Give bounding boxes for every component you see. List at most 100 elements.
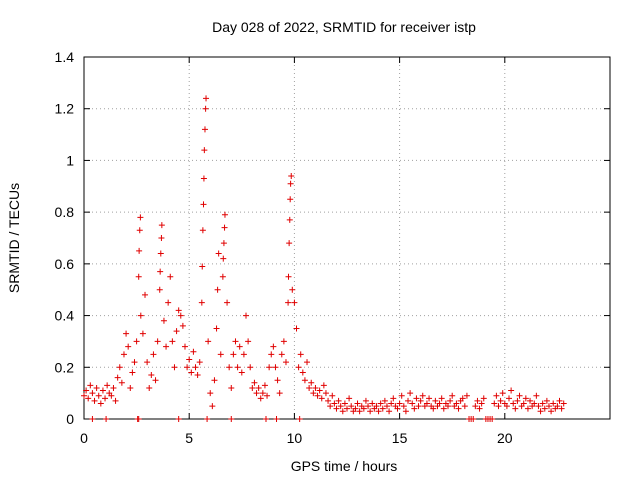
data-point — [154, 338, 161, 345]
data-point — [205, 338, 212, 345]
data-point — [188, 369, 195, 376]
data-point — [81, 392, 87, 399]
data-point — [199, 263, 206, 270]
data-point — [245, 338, 252, 345]
data-point — [190, 348, 197, 355]
data-point — [234, 364, 241, 371]
data-point — [548, 408, 555, 415]
data-point — [354, 400, 361, 407]
data-point — [199, 227, 206, 234]
data-point — [459, 395, 466, 402]
data-point — [226, 364, 233, 371]
data-point — [444, 403, 451, 410]
data-point — [157, 268, 164, 275]
data-point — [537, 408, 544, 415]
data-point — [165, 299, 172, 306]
data-point — [312, 384, 319, 391]
data-point — [125, 343, 132, 350]
data-point — [148, 372, 155, 379]
data-point — [228, 384, 235, 391]
data-point — [514, 397, 521, 404]
data-point — [560, 400, 567, 407]
data-point — [352, 405, 359, 412]
data-point — [249, 384, 256, 391]
data-point — [217, 351, 224, 358]
data-point — [333, 405, 340, 412]
data-point — [545, 403, 552, 410]
data-point — [236, 343, 243, 350]
data-point — [512, 405, 519, 412]
data-point — [426, 395, 433, 402]
data-point — [436, 400, 443, 407]
data-point — [476, 405, 483, 412]
data-point — [411, 405, 418, 412]
data-point — [257, 395, 264, 402]
data-point — [253, 390, 260, 397]
data-point — [282, 359, 289, 366]
data-point — [558, 405, 565, 412]
data-point — [85, 395, 92, 402]
data-point — [461, 403, 468, 410]
data-point — [287, 180, 294, 187]
data-point — [116, 364, 123, 371]
data-point — [91, 397, 98, 404]
data-point — [118, 379, 125, 386]
data-point — [506, 395, 513, 402]
data-point — [322, 390, 329, 397]
data-point — [102, 395, 109, 402]
data-point — [369, 400, 376, 407]
data-point — [316, 387, 323, 394]
data-point — [335, 397, 342, 404]
data-point — [535, 403, 542, 410]
data-point — [129, 369, 136, 376]
data-point — [360, 405, 367, 412]
data-point — [556, 397, 563, 404]
data-point — [135, 273, 142, 280]
data-point — [89, 416, 96, 422]
data-point — [219, 273, 226, 280]
data-point — [274, 377, 281, 384]
data-point — [268, 351, 275, 358]
data-point — [108, 392, 115, 399]
x-tick-label: 15 — [392, 430, 408, 446]
data-point — [508, 387, 515, 394]
data-point — [207, 390, 214, 397]
data-point — [264, 392, 271, 399]
data-point — [278, 351, 285, 358]
data-point — [201, 147, 208, 154]
data-point — [87, 382, 94, 389]
data-point — [238, 369, 245, 376]
data-point — [320, 382, 327, 389]
data-point — [137, 312, 144, 319]
data-point — [386, 408, 393, 415]
data-point — [318, 395, 325, 402]
data-point — [470, 416, 477, 422]
data-point — [220, 255, 227, 262]
data-point — [202, 105, 209, 112]
y-tick-labels: 0 0.2 0.4 0.6 0.8 1 1.2 1.4 — [55, 49, 75, 427]
y-tick-label: 0.2 — [55, 359, 75, 375]
data-point — [163, 343, 170, 350]
data-point — [220, 240, 227, 247]
data-point — [522, 395, 529, 402]
data-point — [286, 240, 293, 247]
data-point — [449, 392, 456, 399]
data-point — [181, 343, 188, 350]
data-point — [301, 377, 308, 384]
data-point — [247, 364, 254, 371]
data-point — [550, 400, 557, 407]
data-point — [432, 397, 439, 404]
data-point — [89, 390, 96, 397]
data-point — [453, 400, 460, 407]
data-point — [160, 317, 167, 324]
data-point — [438, 395, 445, 402]
data-point — [423, 400, 430, 407]
data-point — [177, 312, 184, 319]
chart-title: Day 028 of 2022, SRMTID for receiver ist… — [212, 19, 476, 35]
x-tick-label: 5 — [185, 430, 193, 446]
data-point — [543, 397, 550, 404]
data-point — [413, 395, 420, 402]
data-point — [230, 351, 237, 358]
data-point — [285, 299, 292, 306]
data-point — [215, 250, 222, 257]
